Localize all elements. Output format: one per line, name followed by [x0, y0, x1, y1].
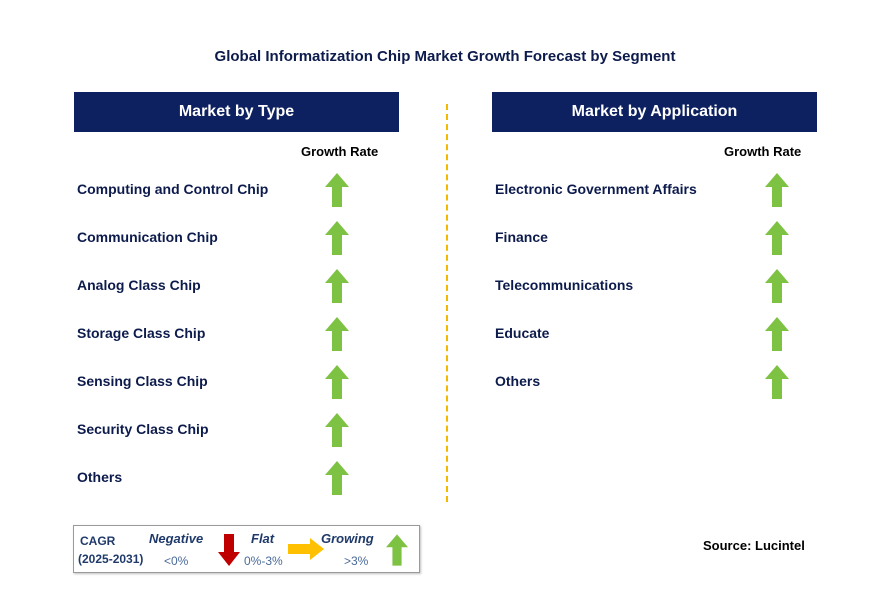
type-segment-label: Computing and Control Chip — [77, 181, 269, 197]
growth-up-arrow-icon — [325, 317, 349, 351]
application-segment-label: Others — [495, 373, 541, 389]
legend-years: (2025-2031) — [78, 552, 144, 566]
application-growth-rate-label: Growth Rate — [724, 144, 802, 159]
legend-negative-label: Negative — [149, 531, 204, 546]
growth-up-arrow-icon — [325, 269, 349, 303]
application-segment-label: Educate — [495, 325, 550, 341]
application-panel-header: Market by Application — [492, 92, 817, 132]
panel-divider — [446, 104, 448, 502]
growth-up-arrow-icon — [325, 173, 349, 207]
type-segment-label: Storage Class Chip — [77, 325, 206, 341]
growth-up-arrow-icon — [325, 413, 349, 447]
type-segment-label: Communication Chip — [77, 229, 218, 245]
growth-up-arrow-icon — [325, 461, 349, 495]
growth-up-arrow-icon — [765, 317, 789, 351]
legend-flat-value: 0%-3% — [244, 554, 283, 568]
legend-cagr-label: CAGR — [80, 534, 116, 548]
legend-flat-label: Flat — [251, 531, 275, 546]
type-segment-label: Security Class Chip — [77, 421, 209, 437]
growth-up-arrow-icon — [325, 365, 349, 399]
down-arrow-icon — [218, 534, 240, 566]
legend: CAGR (2025-2031) Negative <0% Flat 0%-3%… — [73, 525, 420, 573]
growth-up-arrow-icon — [765, 221, 789, 255]
type-segment-label: Others — [77, 469, 123, 485]
type-panel-header: Market by Type — [74, 92, 399, 132]
growth-up-arrow-icon — [325, 221, 349, 255]
type-growth-rate-label: Growth Rate — [301, 144, 379, 159]
type-segment-label: Sensing Class Chip — [77, 373, 208, 389]
growth-up-arrow-icon — [765, 365, 789, 399]
source-note: Source: Lucintel — [703, 538, 805, 553]
legend-growing-label: Growing — [321, 531, 374, 546]
right-arrow-icon — [288, 538, 324, 560]
growth-up-arrow-icon — [765, 269, 789, 303]
legend-growing-value: >3% — [344, 554, 369, 568]
application-segment-label: Telecommunications — [495, 277, 634, 293]
application-segment-label: Finance — [495, 229, 548, 245]
growth-up-arrow-icon — [765, 173, 789, 207]
up-arrow-icon — [386, 534, 408, 566]
type-segment-label: Analog Class Chip — [77, 277, 201, 293]
chart-title: Global Informatization Chip Market Growt… — [214, 48, 676, 65]
application-segment-label: Electronic Government Affairs — [495, 181, 697, 197]
legend-negative-value: <0% — [164, 554, 189, 568]
